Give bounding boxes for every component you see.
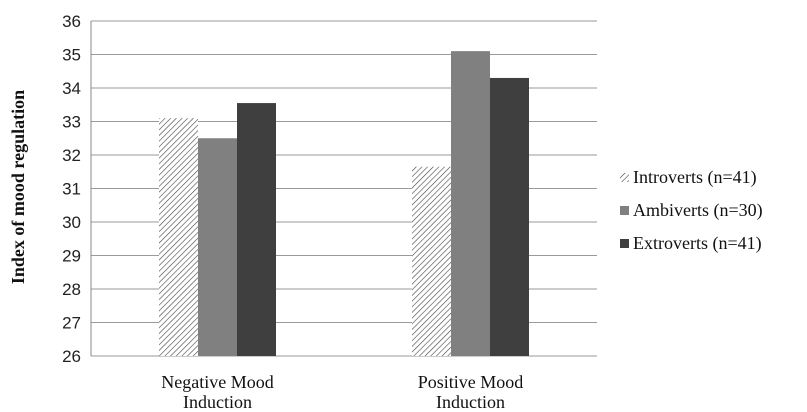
legend: Introverts (n=41) Ambiverts (n=30) Extrove…	[620, 167, 763, 254]
bars	[159, 51, 529, 356]
y-tick-labels: 26 27 28 29 30 31 32 33 34 35 36	[62, 12, 81, 366]
category-label-line1: Positive Mood	[418, 372, 524, 392]
bar-ambiverts-1	[198, 138, 237, 356]
bar-introverts-1	[159, 118, 198, 356]
category-label-line2: Induction	[436, 392, 505, 412]
legend-label: Extroverts (n=41)	[633, 233, 762, 254]
y-tick-label: 29	[62, 247, 81, 266]
bar-extroverts-2	[490, 78, 529, 356]
category-label-line2: Induction	[183, 392, 252, 412]
y-tick-label: 33	[62, 113, 81, 132]
y-tick-label: 28	[62, 280, 81, 299]
legend-swatch	[620, 173, 629, 182]
y-tick-label: 31	[62, 180, 81, 199]
bar-extroverts-1	[237, 103, 276, 356]
y-tick-label: 34	[62, 79, 81, 98]
bar-introverts-2	[412, 167, 451, 356]
y-tick-label: 26	[62, 347, 81, 366]
y-tick-label: 32	[62, 146, 81, 165]
y-tick-label: 27	[62, 314, 81, 333]
legend-swatch	[620, 239, 629, 248]
y-tick-label: 36	[62, 12, 81, 31]
legend-label: Ambiverts (n=30)	[633, 200, 763, 221]
y-tick-label: 35	[62, 46, 81, 65]
legend-swatch	[620, 206, 629, 215]
y-axis-title: Index of mood regulation	[8, 90, 28, 284]
y-tick-label: 30	[62, 213, 81, 232]
category-label-line1: Negative Mood	[161, 372, 273, 392]
legend-label: Introverts (n=41)	[633, 167, 757, 188]
bar-ambiverts-2	[451, 51, 490, 356]
